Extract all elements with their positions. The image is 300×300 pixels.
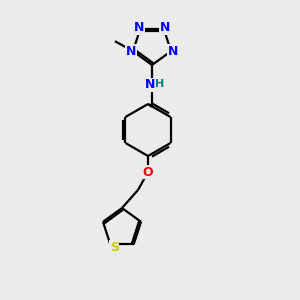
Text: N: N bbox=[168, 45, 178, 58]
Text: N: N bbox=[160, 21, 170, 34]
Text: S: S bbox=[110, 241, 119, 254]
Text: H: H bbox=[155, 79, 165, 89]
Text: N: N bbox=[134, 21, 144, 34]
Text: N: N bbox=[126, 45, 136, 58]
Text: N: N bbox=[145, 79, 155, 92]
Text: O: O bbox=[143, 166, 153, 178]
